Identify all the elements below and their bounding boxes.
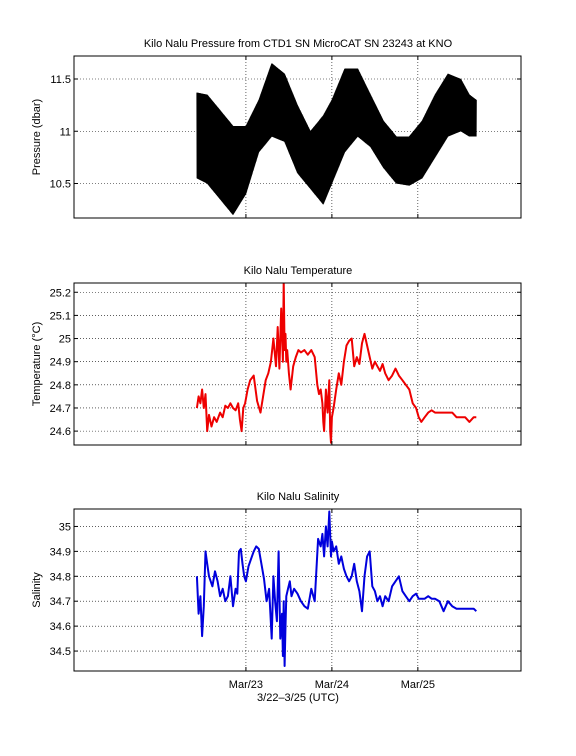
temperature-ytick-label-4: 25 <box>59 334 71 346</box>
salinity-ytick-label-5: 35 <box>59 521 71 533</box>
temperature-ytick-label-1: 24.7 <box>50 403 71 415</box>
temperature-ytick-label-6: 25.2 <box>50 287 71 299</box>
temperature-ytick-label-2: 24.8 <box>50 380 71 392</box>
xtick-label-2: Mar/25 <box>401 679 435 691</box>
temperature-ytick-label-5: 25.1 <box>50 310 71 322</box>
salinity-ytick-label-2: 34.7 <box>50 596 71 608</box>
salinity-ytick-label-1: 34.6 <box>50 621 71 633</box>
salinity-series-line <box>195 510 477 667</box>
temperature-ytick-label-3: 24.9 <box>50 357 71 369</box>
salinity-ytick-label-0: 34.5 <box>50 646 71 658</box>
salinity-axes-frame <box>73 508 522 672</box>
temperature-axes-frame <box>73 282 522 446</box>
pressure-ytick-label-0: 10.5 <box>50 179 71 191</box>
pressure-title: Kilo Nalu Pressure from CTD1 SN MicroCAT… <box>144 38 453 50</box>
pressure-ytick-label-2: 11.5 <box>50 74 71 86</box>
temperature-panel: Kilo Nalu Temperature Temperature (°C) 2… <box>31 265 522 446</box>
temperature-series-line <box>195 283 477 444</box>
salinity-title: Kilo Nalu Salinity <box>257 491 340 503</box>
xtick-label-0: Mar/23 <box>229 679 263 691</box>
salinity-ylabel: Salinity <box>31 572 43 608</box>
salinity-panel: Kilo Nalu Salinity Salinity 34.5 34.6 34.7… <box>31 491 522 691</box>
temperature-ylabel: Temperature (°C) <box>31 322 43 406</box>
x-axis-label: 3/22–3/25 (UTC) <box>257 692 339 704</box>
temperature-title: Kilo Nalu Temperature <box>244 265 353 277</box>
temperature-ytick-label-0: 24.6 <box>50 426 71 438</box>
pressure-ylabel: Pressure (dbar) <box>31 99 43 175</box>
pressure-series-band <box>196 63 477 215</box>
pressure-panel: Kilo Nalu Pressure from CTD1 SN MicroCAT… <box>31 38 522 219</box>
salinity-ytick-label-3: 34.8 <box>50 571 71 583</box>
pressure-ytick-label-1: 11 <box>60 126 71 138</box>
salinity-ytick-label-4: 34.9 <box>50 546 71 558</box>
pressure-axes-frame <box>73 55 522 219</box>
xtick-label-1: Mar/24 <box>315 679 349 691</box>
